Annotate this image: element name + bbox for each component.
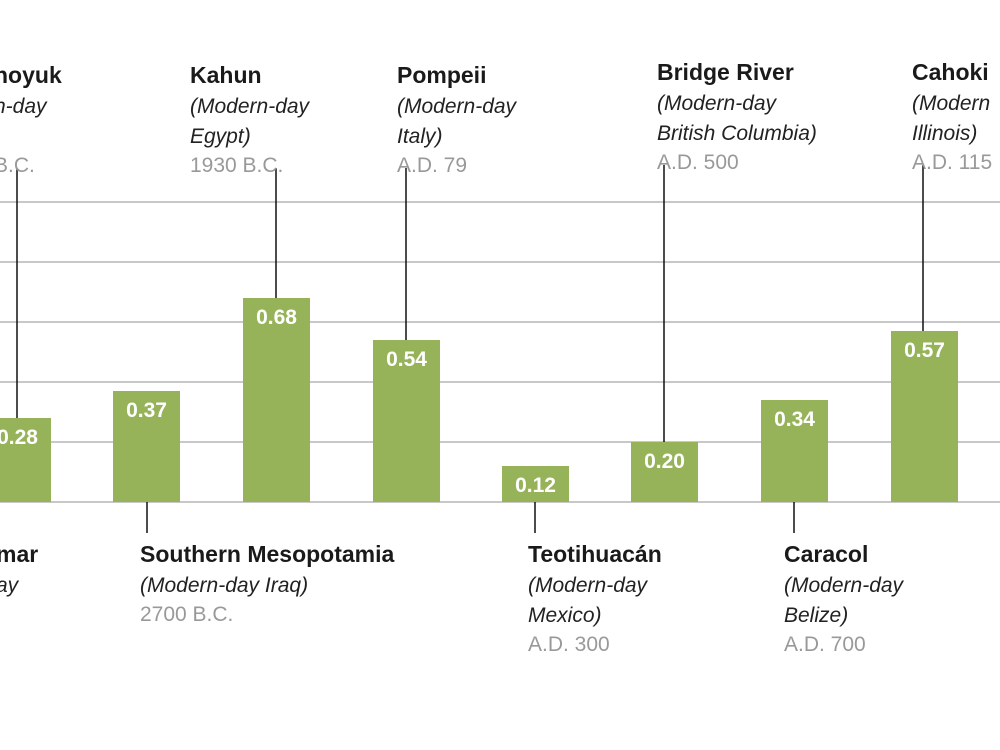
site-date: 1930 B.C. — [190, 154, 283, 177]
site-location: Belize) — [784, 604, 848, 627]
site-location: ay — [0, 574, 20, 597]
bar-value-label: 0.12 — [515, 474, 556, 497]
site-date: B.C. — [0, 154, 35, 177]
bar — [761, 400, 828, 502]
site-location: (Modern-day Iraq) — [140, 574, 308, 597]
site-date: A.D. 700 — [784, 633, 866, 656]
site-location: (Modern-day — [190, 95, 311, 118]
site-location: (Modern-day — [397, 95, 518, 118]
bar-value-label: 0.34 — [774, 408, 815, 431]
bar — [243, 298, 310, 502]
site-location: Mexico) — [528, 604, 602, 627]
bar-value-label: 0.54 — [386, 348, 427, 371]
site-location: Italy) — [397, 125, 443, 148]
site-name: mar — [0, 541, 38, 567]
site-name: Kahun — [190, 62, 262, 88]
site-location: (Modern-day — [528, 574, 649, 597]
bar — [0, 418, 51, 502]
bar-value-label: 0.37 — [126, 399, 167, 422]
site-date: A.D. 300 — [528, 633, 610, 656]
site-name: Southern Mesopotamia — [140, 541, 395, 567]
bar — [891, 331, 958, 502]
site-name: Cahoki — [912, 59, 989, 85]
site-name: Caracol — [784, 541, 868, 567]
site-name: Teotihuacán — [528, 541, 662, 567]
bar-value-label: 0.20 — [644, 450, 685, 473]
bar — [373, 340, 440, 502]
site-location: (Modern-day — [657, 92, 778, 115]
site-location: (Modern — [912, 92, 990, 115]
site-location: Illinois) — [912, 122, 977, 145]
site-date: A.D. 115 — [912, 151, 992, 174]
bar — [113, 391, 180, 502]
site-date: A.D. 79 — [397, 154, 467, 177]
bar-value-label: 0.57 — [904, 339, 945, 362]
site-location: n-day — [0, 95, 48, 118]
bar — [631, 442, 698, 502]
site-date: 2700 B.C. — [140, 603, 233, 626]
site-location: (Modern-day — [784, 574, 905, 597]
site-location: British Columbia) — [657, 122, 817, 145]
site-name: Bridge River — [657, 59, 794, 85]
site-location: ) — [0, 125, 1, 148]
bar-value-label: 0.28 — [0, 426, 38, 449]
site-location: Egypt) — [190, 125, 251, 148]
site-name: Pompeii — [397, 62, 486, 88]
bar-value-label: 0.68 — [256, 306, 297, 329]
site-name: hoyuk — [0, 62, 62, 88]
site-date: A.D. 500 — [657, 151, 739, 174]
bar — [502, 466, 569, 502]
